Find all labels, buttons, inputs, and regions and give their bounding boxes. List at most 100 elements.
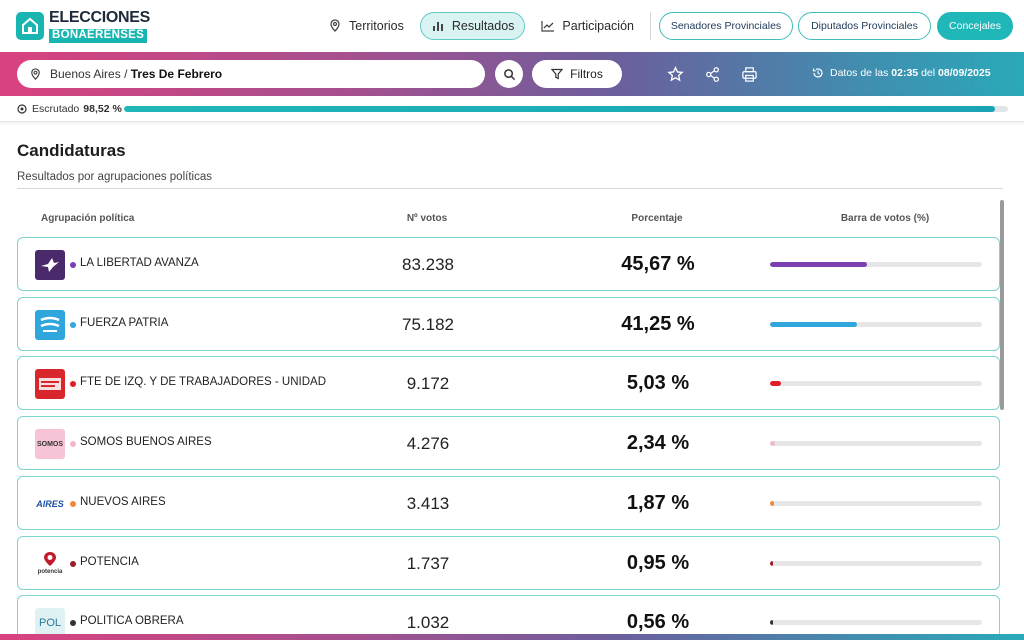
party-percentage: 1,87 %: [626, 491, 690, 514]
party-votes: 4.276: [406, 434, 450, 454]
brand-logo[interactable]: ELECCIONES BONAERENSES: [16, 10, 150, 43]
nav-territorios[interactable]: Territorios: [318, 12, 414, 40]
escrutado-label: Escrutado: [32, 103, 80, 115]
party-logo: [35, 309, 65, 340]
vote-bar-fill: [770, 321, 858, 327]
table-row[interactable]: FUERZA PATRIA 75.182 41,25 %: [17, 296, 1000, 351]
vote-bar: [770, 262, 982, 267]
print-icon[interactable]: [740, 65, 758, 83]
concejales-button[interactable]: Concejales: [937, 12, 1013, 40]
map-pin-icon: [31, 67, 40, 80]
party-votes: 1.737: [406, 553, 450, 573]
vote-bar-fill: [770, 560, 773, 566]
vote-bar-fill: [770, 620, 773, 626]
nav-territorios-label: Territorios: [349, 19, 404, 33]
party-name: FTE DE IZQ. Y DE TRABAJADORES - UNIDAD: [80, 376, 327, 389]
header-vote-bar: Barra de votos (%): [840, 213, 930, 224]
party-color-dot: [70, 321, 76, 328]
party-logo: [35, 250, 65, 280]
nav-participacion-label: Participación: [562, 19, 634, 33]
section-divider: [17, 188, 1003, 189]
table-row[interactable]: AIRES NUEVOS AIRES 3.413 1,87 %: [17, 475, 1000, 530]
datos-prefix: Datos de las: [830, 67, 889, 79]
party-percentage: 5,03 %: [626, 372, 690, 395]
header-percentage: Porcentaje: [631, 213, 683, 224]
party-name: POTENCIA: [80, 555, 139, 568]
escrutado-label-group: Escrutado 98,52 %: [17, 103, 122, 115]
vote-bar: [770, 321, 982, 327]
party-percentage: 0,56 %: [626, 611, 690, 634]
table-row[interactable]: FTE DE IZQ. Y DE TRABAJADORES - UNIDAD 9.…: [17, 356, 1000, 411]
search-toolbar: Buenos Aires / Tres De Febrero Filtros D…: [0, 52, 1024, 96]
party-color-dot: [70, 620, 76, 627]
party-votes: 83.238: [402, 255, 454, 274]
escrutado-value: 98,52 %: [83, 103, 122, 115]
refresh-clock-icon: [812, 68, 823, 78]
party-logo-text: POL: [38, 617, 61, 630]
vote-bar-fill: [770, 381, 781, 387]
table-row[interactable]: potencia POTENCIA 1.737 0,95 %: [17, 535, 1000, 590]
party-votes: 3.413: [406, 493, 450, 513]
share-icon[interactable]: [703, 65, 721, 83]
search-separator: /: [124, 67, 128, 81]
brand-line2: BONAERENSES: [49, 29, 148, 43]
table-row[interactable]: SOMOS SOMOS BUENOS AIRES 4.276 2,34 %: [17, 416, 1000, 471]
section-title: Candidaturas: [17, 141, 126, 160]
party-color-dot: [70, 500, 76, 507]
brand-line1: ELECCIONES: [49, 9, 151, 26]
scrollbar[interactable]: [1000, 200, 1004, 410]
filter-icon: [551, 68, 564, 80]
vote-bar: [770, 381, 982, 387]
party-logo-text: SOMOS: [36, 440, 64, 448]
party-logo: AIRES: [35, 488, 65, 519]
party-logo-text: potencia: [37, 568, 63, 575]
party-color-dot: [70, 441, 76, 448]
top-bar: ELECCIONES BONAERENSES Territorios Resul…: [0, 0, 1024, 52]
party-percentage: 2,34 %: [626, 432, 690, 455]
vote-bar: [770, 500, 982, 506]
nav-resultados-label: Resultados: [451, 19, 515, 33]
diputados-button[interactable]: Diputados Provinciales: [798, 12, 931, 40]
escrutado-progress-fill: [124, 106, 995, 112]
party-name: FUERZA PATRIA: [80, 316, 169, 329]
data-timestamp: Datos de las 02:35 del 08/09/2025: [812, 67, 991, 79]
party-name: LA LIBERTAD AVANZA: [80, 257, 199, 269]
filters-button[interactable]: Filtros: [532, 60, 622, 88]
datos-date: 08/09/2025: [938, 67, 991, 79]
party-percentage: 0,95 %: [626, 551, 690, 574]
party-logo: potencia: [35, 548, 65, 579]
main-nav: Territorios Resultados Participación: [318, 12, 650, 40]
target-icon: [17, 104, 27, 114]
party-logo: SOMOS: [35, 429, 65, 460]
search-button[interactable]: [495, 60, 523, 88]
nav-participacion[interactable]: Participación: [531, 12, 644, 40]
nav-divider: [650, 12, 651, 40]
nav-resultados[interactable]: Resultados: [419, 12, 526, 40]
party-votes: 75.182: [402, 314, 454, 334]
vote-bar-fill: [770, 262, 867, 267]
location-search-input[interactable]: Buenos Aires / Tres De Febrero: [17, 60, 485, 88]
senadores-button[interactable]: Senadores Provinciales: [659, 12, 793, 40]
results-list: LA LIBERTAD AVANZA 83.238 45,67 % FUERZA PA…: [17, 237, 1000, 640]
party-logo-text: AIRES: [36, 498, 64, 509]
star-icon[interactable]: [666, 65, 684, 83]
vote-bar: [770, 560, 982, 566]
party-logo: [35, 369, 65, 400]
vote-bar: [770, 441, 982, 447]
datos-time: 02:35: [891, 67, 919, 79]
line-chart-icon: [541, 21, 555, 32]
map-pin-icon: [330, 19, 340, 32]
table-row[interactable]: POL POLITICA OBRERA 1.032 0,56 %: [17, 595, 1000, 640]
table-row[interactable]: LA LIBERTAD AVANZA 83.238 45,67 %: [17, 237, 1000, 291]
party-name: POLITICA OBRERA: [80, 615, 184, 628]
bar-chart-icon: [432, 22, 443, 31]
search-region: Buenos Aires: [50, 67, 121, 81]
section-subtitle: Resultados por agrupaciones políticas: [17, 171, 212, 183]
vote-bar-fill: [770, 441, 775, 447]
home-icon: [16, 12, 44, 41]
party-votes: 1.032: [406, 613, 450, 633]
party-logo: POL: [35, 608, 65, 639]
footer-gradient: [0, 634, 1024, 640]
party-name: NUEVOS AIRES: [80, 495, 166, 508]
party-percentage: 45,67 %: [621, 253, 695, 275]
